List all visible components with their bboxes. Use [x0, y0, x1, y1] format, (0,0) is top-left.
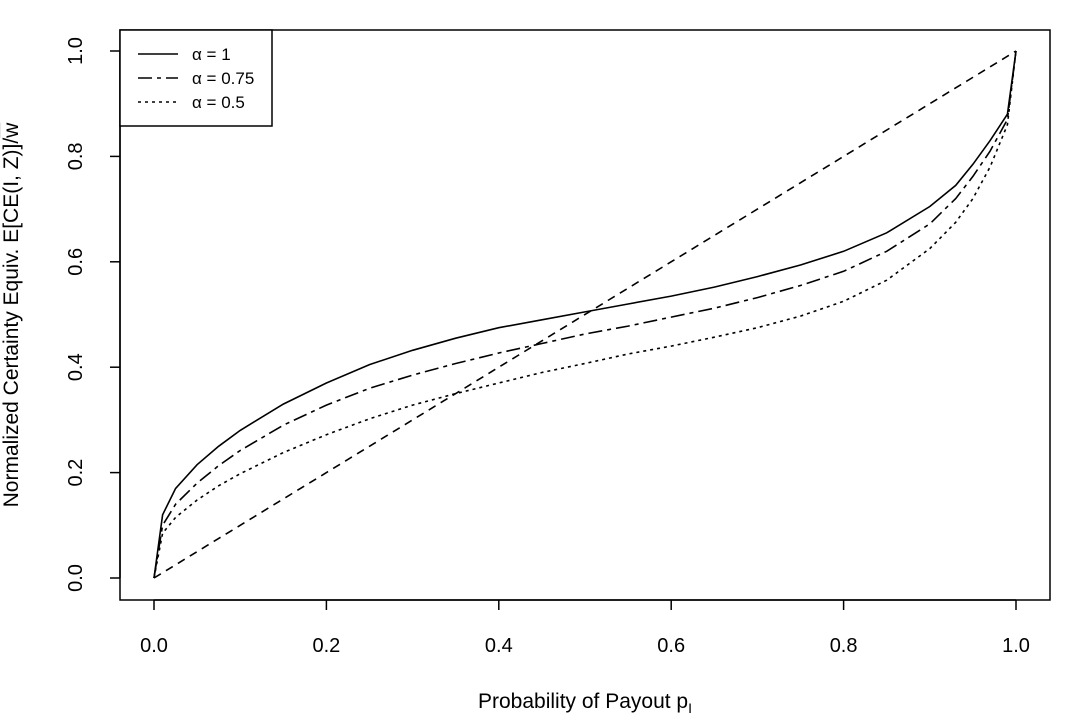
- x-tick-label: 0.0: [140, 635, 168, 657]
- x-axis-label: Probability of Payout pI: [478, 690, 692, 716]
- series-line-1: [153, 50, 1017, 579]
- y-tick-label: 0.8: [65, 142, 87, 170]
- x-tick-label: 1.0: [1002, 635, 1030, 657]
- legend-label: α = 1: [192, 45, 231, 64]
- y-tick-label: 0.6: [65, 248, 87, 276]
- series-layer: [153, 50, 1017, 579]
- reference-diagonal-line: [153, 50, 1017, 579]
- y-tick-label: 0.0: [65, 564, 87, 592]
- x-tick-label: 0.8: [830, 635, 858, 657]
- x-axis: 0.0 0.2 0.4 0.6 0.8 1.0: [140, 599, 1030, 657]
- y-tick-label: 0.2: [65, 459, 87, 487]
- series-line-3: [153, 50, 1017, 579]
- legend-label: α = 0.5: [192, 93, 245, 112]
- legend: α = 1 α = 0.75 α = 0.5: [119, 29, 273, 127]
- y-tick-label: 0.4: [65, 353, 87, 381]
- x-tick-label: 0.6: [657, 635, 685, 657]
- x-tick-label: 0.2: [312, 635, 340, 657]
- x-tick-label: 0.4: [485, 635, 513, 657]
- y-axis-label: Normalized Certainty Equiv. E[CE(I, Z)]/…: [0, 122, 23, 508]
- series-line-2: [153, 50, 1017, 579]
- y-axis: 0.0 0.2 0.4 0.6 0.8 1.0: [65, 37, 121, 592]
- y-axis-label-overline: w: [0, 122, 23, 139]
- y-tick-label: 1.0: [65, 37, 87, 65]
- legend-label: α = 0.75: [192, 69, 254, 88]
